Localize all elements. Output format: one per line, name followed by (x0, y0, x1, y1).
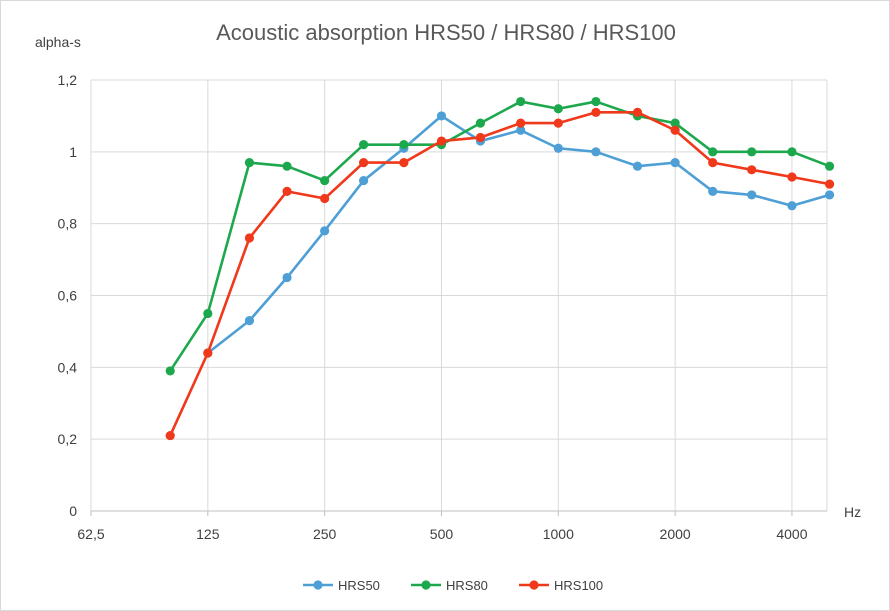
legend-item-hrs80: HRS80 (411, 578, 488, 593)
y-tick-label: 1 (69, 144, 77, 160)
data-point (165, 430, 175, 441)
data-point (203, 348, 213, 358)
data-point (670, 125, 680, 135)
data-point (399, 140, 409, 150)
gridlines (90, 79, 828, 516)
chart-title: Acoustic absorption HRS50 / HRS80 / HRS1… (216, 20, 676, 45)
data-point (591, 107, 601, 117)
series-hrs80 (165, 96, 835, 376)
data-point (244, 233, 255, 243)
series-line (169, 111, 830, 437)
data-point (787, 147, 797, 157)
x-tick-label: 250 (313, 526, 337, 542)
legend-marker (421, 580, 431, 590)
legend-marker (313, 580, 323, 590)
data-point (553, 118, 563, 128)
data-point (516, 96, 526, 107)
data-point (359, 140, 369, 150)
data-point (553, 143, 563, 153)
x-tick-label: 500 (430, 526, 454, 542)
series-hrs100 (165, 107, 835, 441)
data-point (320, 193, 330, 204)
data-point (591, 147, 601, 157)
data-point (747, 165, 757, 175)
data-point (165, 366, 175, 376)
data-point (436, 111, 447, 121)
y-tick-label: 0 (69, 503, 77, 519)
data-point (553, 104, 563, 114)
y-tick-label: 0,8 (58, 216, 78, 232)
data-point (824, 190, 835, 200)
data-point (359, 158, 369, 168)
data-point (708, 158, 718, 168)
data-point (708, 147, 718, 157)
data-point (475, 132, 486, 143)
data-point (203, 308, 213, 319)
data-point (747, 190, 757, 200)
y-tick-label: 0,2 (58, 431, 78, 447)
y-axis-label: alpha-s (35, 34, 81, 50)
data-point (282, 186, 292, 196)
legend-item-hrs50: HRS50 (303, 578, 380, 593)
data-point (244, 316, 255, 326)
legend-item-hrs100: HRS100 (519, 578, 603, 593)
data-point (824, 179, 835, 189)
series-group (165, 96, 835, 441)
data-point (516, 118, 526, 128)
y-tick-label: 0,4 (58, 359, 78, 375)
x-axis-label: Hz (844, 504, 861, 520)
data-point (787, 172, 797, 182)
data-point (708, 186, 718, 196)
data-point (824, 161, 835, 171)
legend-label: HRS50 (338, 578, 380, 593)
series-hrs50 (203, 111, 835, 358)
data-point (747, 147, 757, 157)
data-point (282, 272, 292, 283)
data-point (436, 136, 447, 146)
legend: HRS50 HRS80 HRS100 (303, 578, 603, 593)
data-point (320, 226, 330, 236)
data-point (516, 125, 526, 135)
x-tick-label: 62,5 (77, 526, 104, 542)
data-point (591, 96, 601, 107)
data-point (787, 201, 797, 211)
data-point (399, 158, 409, 168)
x-tick-label: 4000 (776, 526, 807, 542)
data-point (670, 158, 680, 168)
data-point (359, 175, 369, 186)
x-tick-label: 1000 (543, 526, 574, 542)
data-point (282, 161, 292, 171)
x-tick-label: 2000 (660, 526, 691, 542)
data-point (244, 158, 255, 168)
data-point (320, 175, 330, 186)
data-point (632, 107, 643, 117)
data-point (670, 118, 680, 128)
series-line (169, 100, 831, 372)
legend-label: HRS80 (446, 578, 488, 593)
y-tick-label: 1,2 (58, 72, 78, 88)
y-tick-label: 0,6 (58, 288, 78, 304)
data-point (632, 161, 643, 171)
x-tick-label: 125 (196, 526, 220, 542)
legend-marker (529, 580, 539, 590)
data-point (475, 118, 486, 128)
legend-label: HRS100 (554, 578, 603, 593)
axis-ticks: 0 0,2 0,4 0,6 0,8 1 1,2 62,5 125 250 500 1000 2000 40… (58, 72, 808, 542)
